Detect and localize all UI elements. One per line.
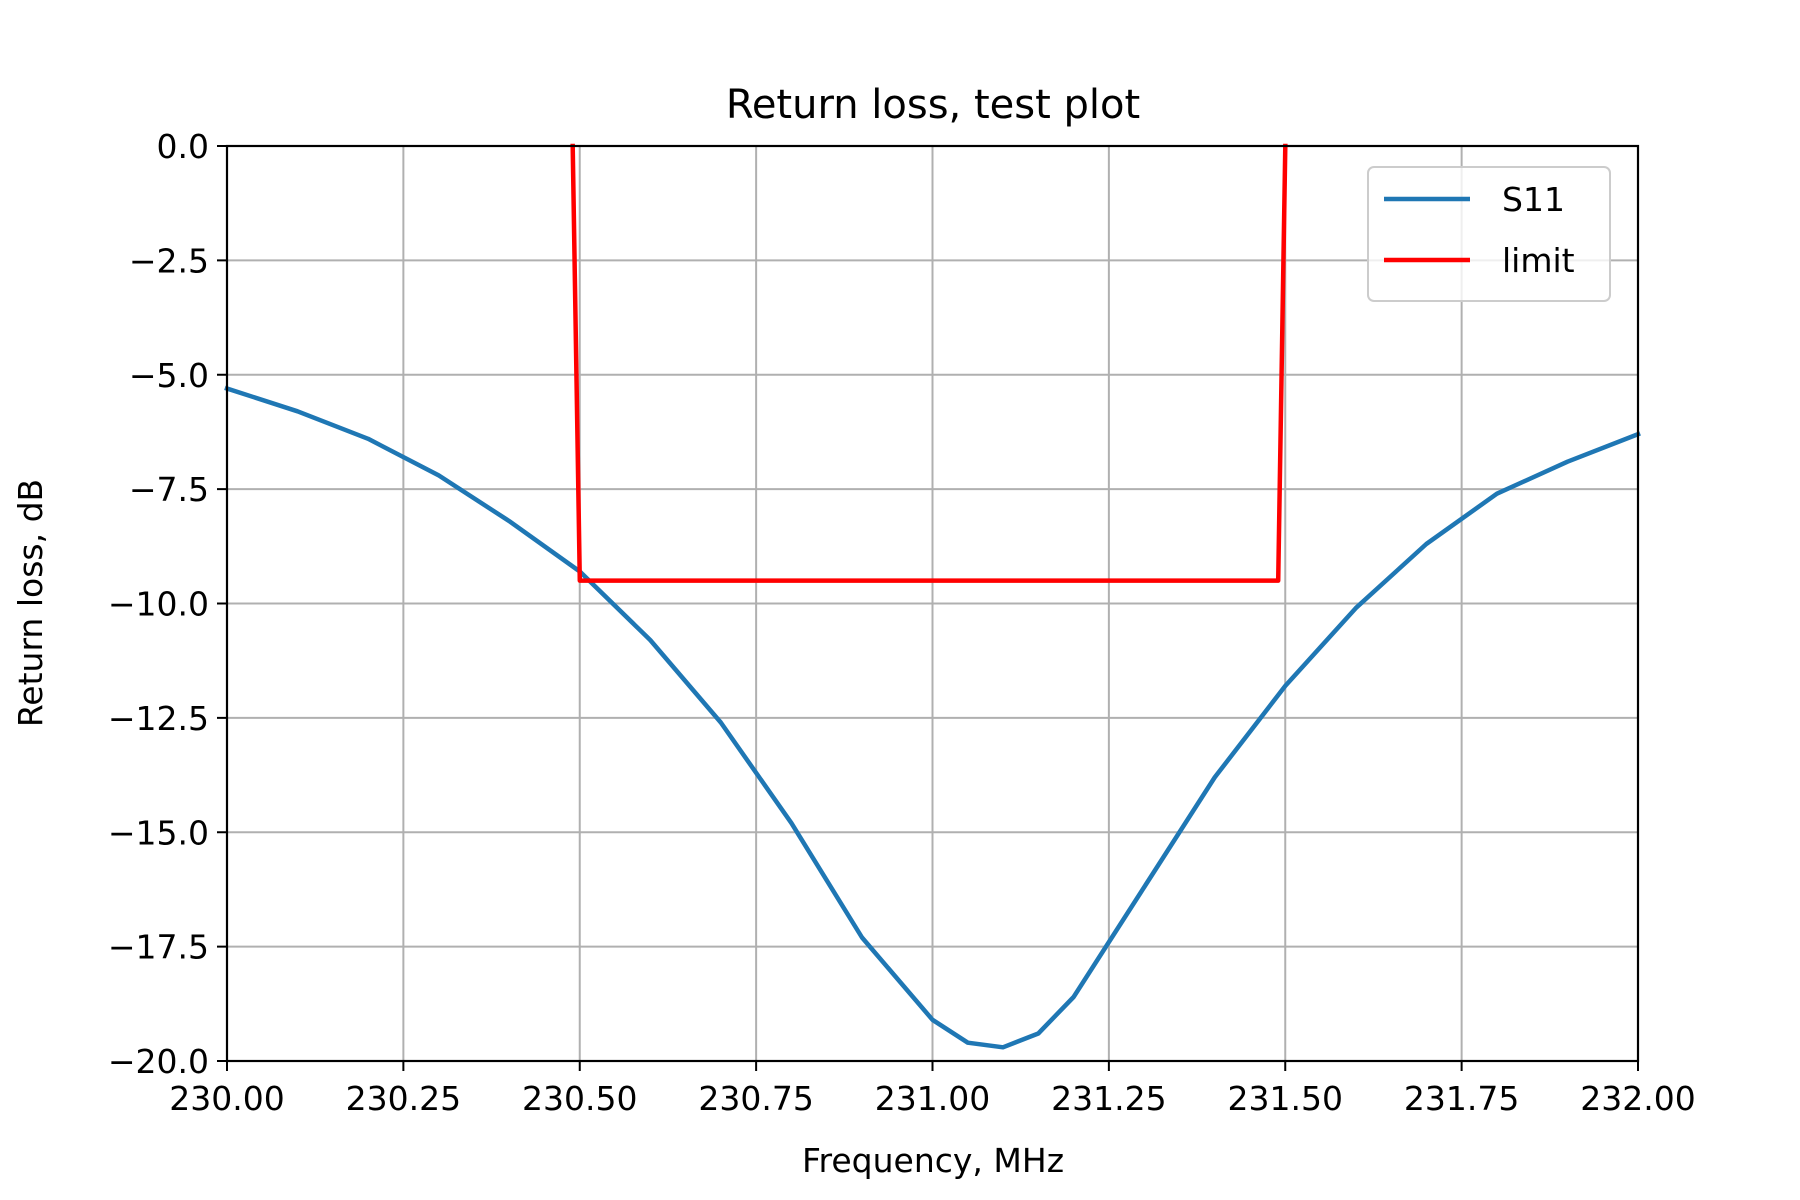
series-line-limit <box>570 143 1288 583</box>
y-tick-label: −5.0 <box>129 356 209 395</box>
x-tick-label: 231.25 <box>1051 1079 1166 1118</box>
x-tick-label: 230.75 <box>698 1079 813 1118</box>
x-tick-label: 231.75 <box>1404 1079 1519 1118</box>
y-tick-label: −17.5 <box>108 928 209 967</box>
ticks: 230.00 230.25 230.50 230.75 231.00 231.25 231.… <box>108 127 1696 1118</box>
y-tick-label: −15.0 <box>108 813 209 852</box>
chart-title: Return loss, test plot <box>726 82 1140 128</box>
x-tick-label: 231.00 <box>875 1079 990 1118</box>
legend: S11 limit <box>1367 166 1611 302</box>
legend-box <box>1367 166 1611 302</box>
legend-label-s11: S11 <box>1502 180 1565 219</box>
y-tick-label: −2.5 <box>129 241 209 280</box>
y-tick-label: −12.5 <box>108 699 209 738</box>
x-tick-label: 230.25 <box>346 1079 461 1118</box>
y-tick-label: −7.5 <box>129 470 209 509</box>
x-tick-label: 230.00 <box>169 1079 284 1118</box>
x-tick-label: 230.50 <box>522 1079 637 1118</box>
x-axis-label: Frequency, MHz <box>802 1141 1064 1180</box>
x-tick-label: 232.00 <box>1580 1079 1695 1118</box>
x-tick-label: 231.50 <box>1228 1079 1343 1118</box>
y-tick-label: −10.0 <box>108 585 209 624</box>
series-layer <box>224 143 1641 1050</box>
series-line-s11 <box>224 385 1641 1050</box>
y-axis-label: Return loss, dB <box>11 479 50 727</box>
legend-label-limit: limit <box>1502 241 1575 280</box>
y-tick-label: 0.0 <box>157 127 209 166</box>
y-tick-label: −20.0 <box>108 1042 209 1081</box>
